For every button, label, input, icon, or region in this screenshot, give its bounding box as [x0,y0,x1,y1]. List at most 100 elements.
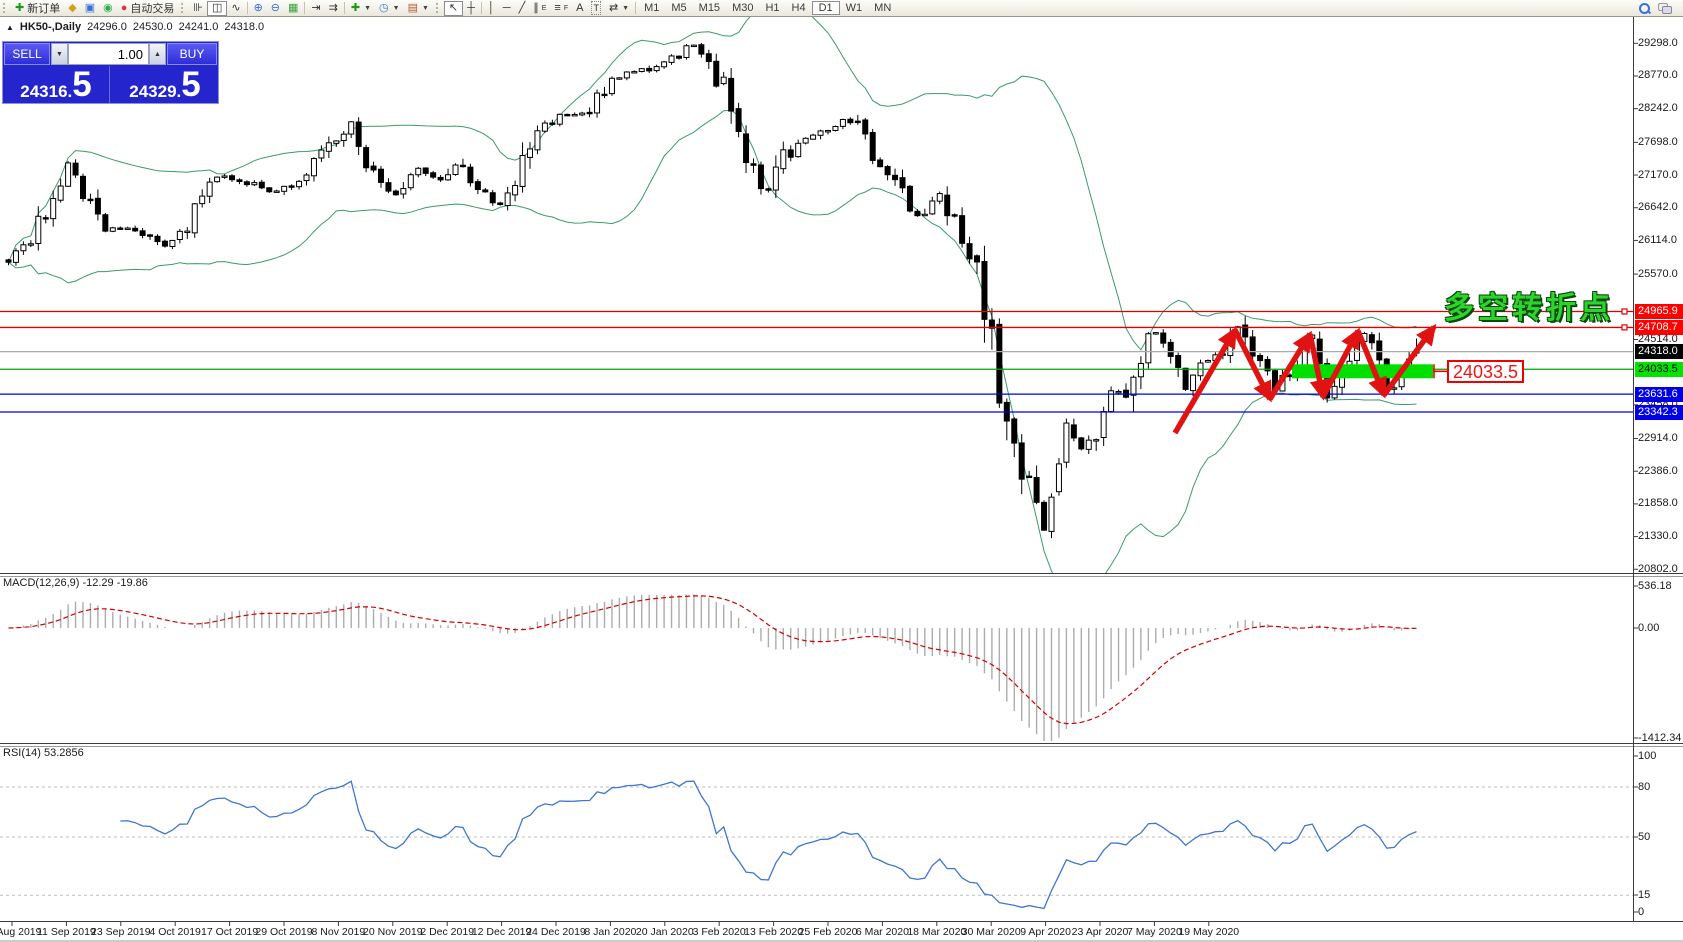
horizontal-level-lines[interactable] [0,308,1633,413]
signals-button[interactable]: ◉ [99,1,117,15]
vertical-line-tool-button[interactable]: │ [484,1,499,15]
symbol-period-label: HK50-,Daily [19,21,82,33]
date-tick-label: 8 Nov 2019 [311,926,366,938]
zoom-in-button[interactable]: ⊕ [250,1,267,15]
volume-decrease-button[interactable]: ▼ [51,43,68,65]
sell-button[interactable]: SELL [4,43,50,65]
buy-button[interactable]: BUY [167,43,217,65]
date-tick-label: 30 Aug 2019 [0,926,42,938]
date-tick-label: 3 Feb 2020 [692,926,746,938]
date-tick-label: 17 Oct 2019 [200,926,259,938]
chat-icon [1658,3,1672,14]
main-toolbar: ✚ 新订单 ◆ ▣ ◉ ● 自动交易 ⊪ ◫ ∿ ⊕ ⊖ ▦ ⇥ ⇉ ✚ ▼ ◷ ▼… [0,0,1683,17]
price-callout-box[interactable]: 24033.5 [1447,360,1524,383]
date-tick-label: 20 Jan 2020 [635,926,694,938]
text-label-tool-button[interactable]: T [587,1,605,15]
chevron-down-icon: ▼ [622,4,630,12]
templates-button[interactable]: ▤ ▼ [404,1,433,15]
crosshair-tool-button[interactable]: ┼ [463,1,479,15]
date-tick-label: 7 May 2020 [1126,926,1182,938]
line-chart-button[interactable]: ∿ [227,1,244,15]
toolbar-drag-handle[interactable] [181,3,186,13]
date-tick-label: 13 Feb 2020 [744,926,804,938]
chart-header: ▲ HK50-,Daily 24296.0 24530.0 24241.0 24… [6,21,264,33]
new-order-icon: ✚ [15,2,25,14]
fibonacci-tool-button[interactable]: ≡ F [550,1,572,15]
timeframe-button-mn[interactable]: MN [874,2,892,14]
arrows-tool-button[interactable]: ⇄ ▼ [605,1,633,15]
price-level-label: 23631.6 [1635,386,1683,402]
trendline-tool-button[interactable]: ╱ [515,1,530,15]
cursor-icon: ↖ [448,2,459,14]
timeframe-button-h1[interactable]: H1 [765,2,780,14]
terminal-button[interactable]: ▣ [81,1,99,15]
chat-button[interactable] [1654,1,1675,15]
timeframe-button-d1[interactable]: D1 [811,1,840,15]
text-tool-icon: A [576,2,584,14]
bar-chart-button[interactable]: ⊪ [189,1,207,15]
date-tick-label: 18 Mar 2020 [907,926,967,938]
date-tick-label: 24 Dec 2019 [526,926,586,938]
sell-price-display[interactable]: 24316. 5 [20,65,92,105]
price-tick-label: 27170.0 [1638,168,1678,181]
add-indicator-icon: ✚ [350,2,361,14]
sell-price-main: 24316 [20,82,68,101]
indicators-button[interactable]: ✚ ▼ [347,1,375,15]
timeframe-button-m1[interactable]: M1 [644,2,660,14]
date-tick-label: 19 May 2020 [1178,926,1240,938]
volume-input[interactable]: 1.00 [68,43,149,65]
trendline-icon: ╱ [518,2,526,14]
macd-axis-label: -1412.34 [1638,731,1682,744]
autotrading-icon: ● [120,2,128,14]
cursor-tool-button[interactable]: ↖ [443,0,464,16]
market-watch-button[interactable]: ◆ [64,1,80,15]
equidistant-channel-tool-button[interactable]: ∥ E [529,1,550,15]
chart-shift-button[interactable]: ⇥ [307,1,324,15]
date-tick-label: 2 Dec 2019 [420,926,475,938]
timeframe-button-m15[interactable]: M15 [698,2,721,14]
search-button[interactable] [1635,1,1654,15]
date-tick-label: 4 Oct 2019 [149,926,201,938]
candlestick-chart-button[interactable]: ◫ [206,0,228,16]
price-tick-label: 25570.0 [1638,267,1678,280]
line-chart-icon: ∿ [231,2,241,14]
template-icon: ▤ [407,2,418,14]
rsi-axis-label: 100 [1638,749,1657,762]
terminal-icon: ▣ [84,2,96,14]
autotrading-button[interactable]: ● 自动交易 [117,1,179,15]
price-tick-label: 21858.0 [1638,497,1678,510]
chevron-down-icon: ▼ [392,4,400,12]
price-tick-label: 24514.0 [1638,332,1678,345]
toolbar-drag-handle[interactable] [435,3,441,13]
price-tick-label: 28770.0 [1638,69,1678,82]
date-tick-label: 30 Mar 2020 [961,926,1021,938]
date-tick-label: 23 Apr 2020 [1071,926,1129,938]
price-tick-label: 28242.0 [1638,102,1678,115]
volume-increase-button[interactable]: ▲ [149,43,166,65]
new-order-button[interactable]: ✚ 新订单 [11,1,64,15]
price-level-label: 24033.5 [1635,361,1683,377]
highlight-band[interactable] [1292,364,1433,379]
fibonacci-badge: F [563,4,569,12]
buy-price-display[interactable]: 24329. 5 [129,65,201,105]
text-tool-button[interactable]: A [572,1,587,15]
auto-scroll-button[interactable]: ⇉ [325,1,342,15]
zoom-out-button[interactable]: ⊖ [267,1,284,15]
collapse-triangle-icon[interactable]: ▲ [6,22,14,32]
price-tick-label: 20802.0 [1638,562,1678,575]
new-order-label: 新订单 [27,3,61,15]
timeframe-button-h4[interactable]: H4 [791,2,806,14]
date-tick-label: 6 Mar 2020 [855,926,909,938]
vertical-line-icon: │ [487,2,495,14]
timeframe-button-w1[interactable]: W1 [845,2,863,14]
price-tick-label: 29298.0 [1638,36,1678,49]
zigzag-arrows[interactable] [1172,323,1437,435]
horizontal-line-tool-button[interactable]: ─ [499,1,515,15]
periods-button[interactable]: ◷ ▼ [375,1,404,15]
timeframe-button-m30[interactable]: M30 [732,2,754,14]
toolbar-drag-handle[interactable] [3,3,8,13]
tile-windows-button[interactable]: ▦ [284,1,302,15]
timeframe-button-m5[interactable]: M5 [671,2,687,14]
